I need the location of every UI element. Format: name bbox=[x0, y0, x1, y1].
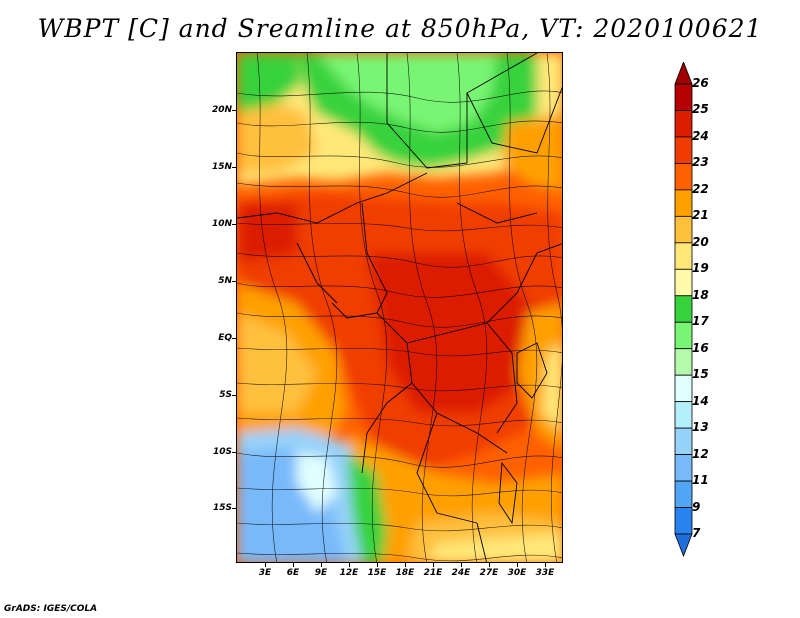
colorbar-label: 20 bbox=[692, 234, 709, 249]
colorbar-label: 12 bbox=[692, 446, 709, 461]
lon-tick bbox=[293, 563, 294, 567]
lon-label-12e: 12E bbox=[339, 568, 359, 578]
colorbar-label: 25 bbox=[692, 102, 709, 117]
colorbar-box bbox=[674, 454, 693, 482]
lon-label-21e: 21E bbox=[423, 568, 443, 578]
colorbar-label: 14 bbox=[692, 393, 709, 408]
lat-label-5s: 5S bbox=[219, 390, 232, 400]
lat-tick bbox=[232, 395, 236, 396]
lat-label-15n: 15N bbox=[211, 162, 232, 172]
colorbar-label: 24 bbox=[692, 128, 709, 143]
lon-label-3e: 3E bbox=[258, 568, 272, 578]
lon-tick bbox=[377, 563, 378, 567]
colorbar-box bbox=[674, 136, 693, 164]
colorbar-box bbox=[674, 189, 693, 217]
colorbar-label: 11 bbox=[692, 473, 709, 488]
colorbar-box bbox=[674, 242, 693, 270]
lon-tick bbox=[461, 563, 462, 567]
colorbar-box bbox=[674, 507, 693, 535]
lon-tick bbox=[489, 563, 490, 567]
colorbar-box bbox=[674, 295, 693, 323]
colorbar-label: 13 bbox=[692, 420, 709, 435]
lon-label-15e: 15E bbox=[367, 568, 387, 578]
lon-tick bbox=[265, 563, 266, 567]
lon-label-27e: 27E bbox=[479, 568, 499, 578]
lon-label-30e: 30E bbox=[507, 568, 527, 578]
map-plot bbox=[237, 53, 562, 562]
lat-label-eq: EQ bbox=[218, 333, 232, 343]
lat-tick bbox=[232, 338, 236, 339]
lat-tick bbox=[232, 167, 236, 168]
lon-label-24e: 24E bbox=[451, 568, 471, 578]
colorbar-label: 16 bbox=[692, 340, 709, 355]
colorbar-box bbox=[674, 374, 693, 403]
colorbar-label: 9 bbox=[692, 499, 701, 514]
lat-label-10s: 10S bbox=[212, 447, 232, 457]
lon-tick bbox=[405, 563, 406, 567]
chart-title: WBPT [C] and Sreamline at 850hPa, VT: 20… bbox=[37, 14, 763, 43]
lon-tick bbox=[517, 563, 518, 567]
colorbar-label: 26 bbox=[692, 76, 709, 90]
colorbar-box bbox=[674, 83, 693, 111]
lat-label-10n: 10N bbox=[211, 219, 232, 229]
colorbar-label: 17 bbox=[692, 314, 709, 329]
colorbar bbox=[674, 62, 693, 558]
lat-tick bbox=[232, 281, 236, 282]
colorbar-label: 19 bbox=[692, 261, 709, 276]
lat-label-15s: 15S bbox=[212, 503, 232, 513]
colorbar-label: 18 bbox=[692, 287, 709, 302]
map-panel bbox=[236, 52, 563, 563]
lon-tick bbox=[321, 563, 322, 567]
colorbar-box bbox=[674, 401, 693, 429]
lat-label-20n: 20N bbox=[211, 105, 232, 115]
lon-label-9e: 9E bbox=[314, 568, 328, 578]
streamlines bbox=[237, 53, 562, 562]
lat-label-5n: 5N bbox=[218, 276, 232, 286]
grads-credit: GrADS: IGES/COLA bbox=[4, 604, 98, 614]
colorbar-top-arrow bbox=[674, 62, 693, 85]
lon-label-6e: 6E bbox=[286, 568, 300, 578]
wbpt-field bbox=[237, 53, 562, 562]
lon-label-18e: 18E bbox=[395, 568, 415, 578]
lat-tick bbox=[232, 508, 236, 509]
colorbar-label: 7 bbox=[692, 526, 701, 540]
colorbar-box bbox=[674, 348, 693, 376]
colorbar-label: 23 bbox=[692, 155, 709, 170]
colorbar-box bbox=[674, 110, 693, 138]
colorbar-box bbox=[674, 268, 693, 297]
country-borders bbox=[237, 53, 562, 562]
colorbar-box bbox=[674, 480, 693, 508]
colorbar-label: 21 bbox=[692, 208, 709, 223]
lon-tick bbox=[349, 563, 350, 567]
colorbar-box bbox=[674, 427, 693, 455]
colorbar-box bbox=[674, 215, 693, 244]
lat-tick bbox=[232, 110, 236, 111]
colorbar-label: 15 bbox=[692, 367, 709, 382]
lon-tick bbox=[545, 563, 546, 567]
lon-label-33e: 33E bbox=[535, 568, 555, 578]
colorbar-box bbox=[674, 321, 693, 350]
colorbar-box bbox=[674, 163, 693, 191]
colorbar-label: 22 bbox=[692, 181, 709, 196]
lat-tick bbox=[232, 224, 236, 225]
lon-tick bbox=[433, 563, 434, 567]
colorbar-bottom-arrow bbox=[674, 533, 693, 558]
lat-tick bbox=[232, 452, 236, 453]
